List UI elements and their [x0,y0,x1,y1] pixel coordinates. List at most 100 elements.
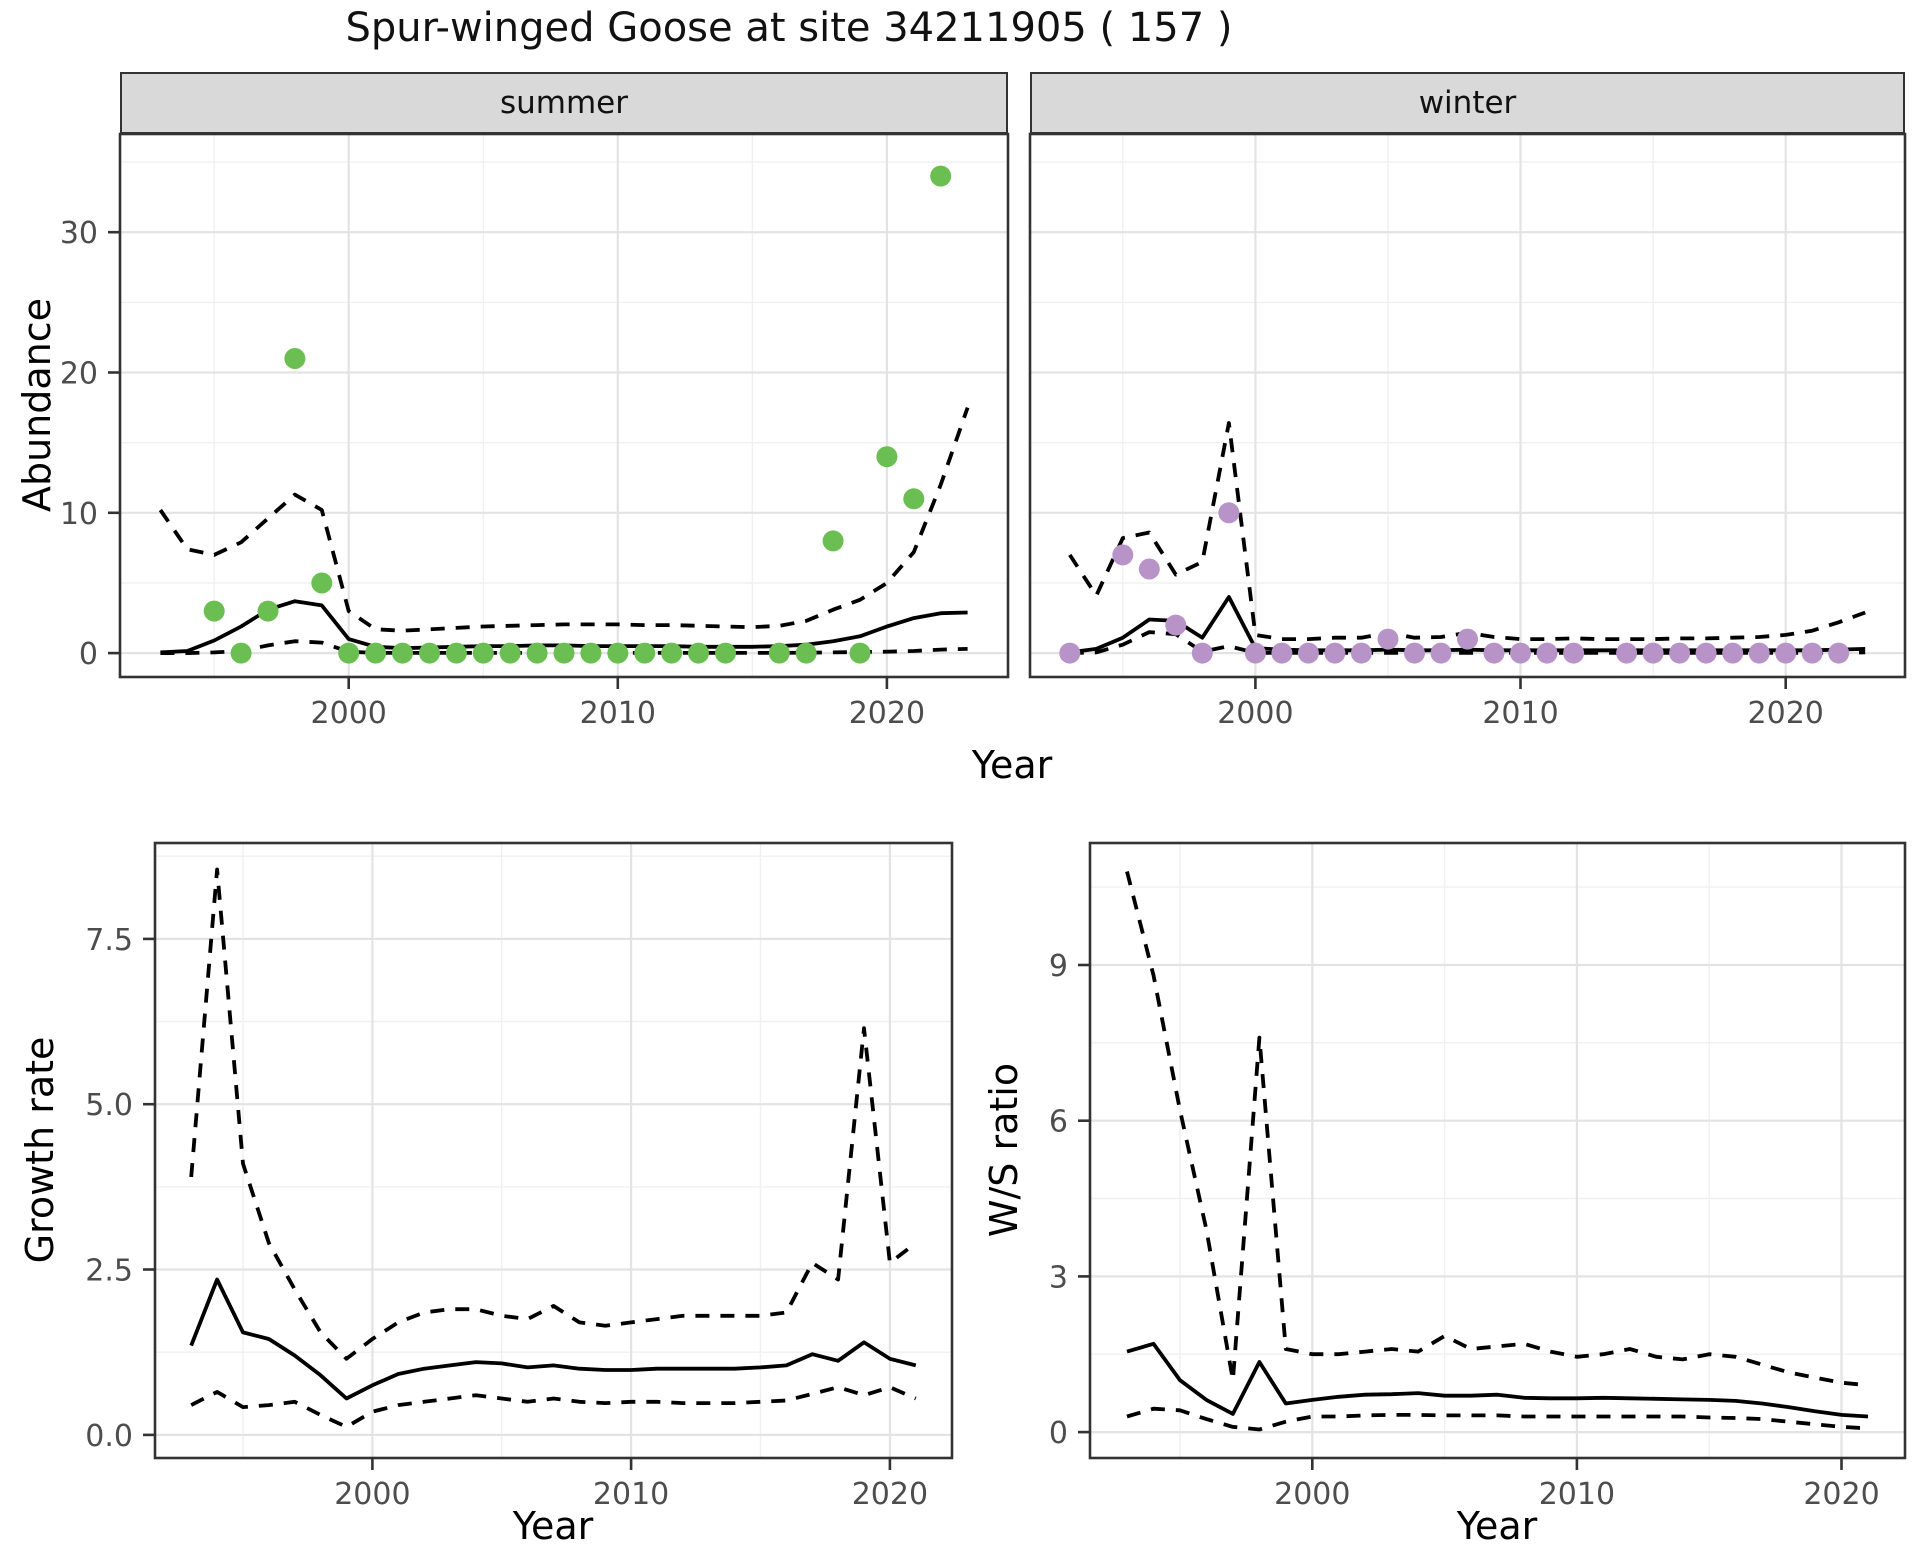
x-tick-label: 2010 [580,696,656,731]
observed_abundance-point [392,642,413,664]
observed_abundance-point [1669,642,1691,664]
observed_abundance-point [284,348,306,369]
observed_abundance-point [1510,642,1531,664]
x-tick-label: 2020 [849,696,925,731]
observed_abundance-point [1191,642,1213,664]
observed_abundance-point [553,642,575,664]
panel-border [1088,841,1907,1460]
facet-strip-summer: summer [120,72,1008,134]
y-tick-label: 6 [1049,1105,1068,1140]
observed_abundance-point [1616,642,1638,664]
observed_abundance-point [876,446,898,468]
observed_abundance-point [715,642,736,664]
x-tick-label: 2000 [311,696,387,731]
observed_abundance-point [1218,502,1240,524]
x-tick-label: 2010 [593,1477,669,1512]
facet-strip-winter: winter [1030,72,1905,134]
panel-border [118,132,1010,679]
observed_abundance-point [1165,614,1187,636]
observed_abundance-point [1642,642,1664,664]
observed_abundance-point [1483,642,1505,664]
facet-strip-winter-label: winter [1418,85,1517,121]
y-tick-label: 0 [1049,1416,1068,1451]
observed_abundance-point [526,642,548,664]
panel-border [1028,132,1907,679]
observed_abundance-point [1722,642,1744,664]
observed_abundance-point [930,165,952,187]
panel-background [120,134,1008,677]
observed_abundance-point [661,642,683,664]
y-tick-label: 0.0 [85,1419,133,1454]
x-tick-label: 2010 [1482,696,1558,731]
y-tick-label: 20 [60,357,98,392]
observed_abundance-point [311,572,333,594]
y-tick-label: 3 [1049,1260,1068,1295]
x-axis-title-year-top: Year [971,743,1053,787]
observed_abundance-point [1695,642,1717,664]
panel-summer: 2000 2010 2020 0 10 20 30 [60,132,1010,731]
observed_abundance-point [1059,642,1081,664]
observed_abundance-point [822,530,844,552]
y-tick-label: 0 [79,637,98,672]
observed_abundance-point [768,642,790,664]
x-tick-label: 2020 [852,1477,928,1512]
observed_abundance-point [499,642,521,664]
observed_abundance-point [1775,642,1797,664]
panel-ws_ratio: 2000 2010 2020 0 3 6 9 [1049,841,1907,1512]
lower_ci-line [1069,630,1866,655]
observed_abundance-point [338,642,360,664]
x-tick-label: 2020 [1803,1477,1879,1512]
observed_abundance-point [1748,642,1770,664]
panel-background [1030,134,1905,677]
observed_abundance-point [1801,642,1823,664]
panel-winter: 2000 2010 2020 [1028,132,1907,731]
observed_abundance-point [230,642,252,664]
observed_abundance-point [688,642,709,664]
x-tick-label: 2000 [1217,696,1293,731]
observed_abundance-point [1563,642,1585,664]
observed_abundance-point [419,642,440,664]
x-axis-title-year-growth: Year [512,1504,594,1548]
observed_abundance-point [1377,628,1399,650]
y-axis-title-abundance: Abundance [15,297,59,513]
lower_ci-line [190,1385,917,1429]
panel-border [153,841,954,1460]
observed_abundance-point [472,642,494,664]
observed_abundance-point [203,600,225,622]
y-tick-label: 30 [60,216,98,251]
observed_abundance-point [1404,642,1425,664]
x-tick-label: 2020 [1748,696,1824,731]
y-tick-label: 2.5 [85,1254,133,1289]
page-title: Spur-winged Goose at site 34211905 ( 157… [345,5,1233,51]
observed_abundance-point [903,488,925,510]
observed_abundance-point [1430,642,1452,664]
observed_abundance-point [795,642,817,664]
x-tick-label: 2000 [334,1477,410,1512]
observed_abundance-point [634,642,656,664]
x-tick-label: 2000 [1274,1477,1350,1512]
upper_ci-line [189,867,917,1361]
observed_abundance-point [1457,628,1478,650]
observed_abundance-point [1138,558,1160,580]
observed_abundance-point [1350,642,1372,664]
observed_abundance-point [580,642,602,664]
upper_ci-line [158,406,970,633]
panel-background [1090,843,1905,1458]
y-axis-title-growth-rate: Growth rate [18,1036,62,1264]
y-axis-title-ws-ratio: W/S ratio [982,1062,1026,1238]
observed_abundance-point [1536,642,1558,664]
median-line [1126,1341,1869,1419]
observed_abundance-point [849,642,871,664]
observed_abundance-point [1112,544,1134,566]
median-line [189,1277,917,1401]
x-tick-label: 2010 [1539,1477,1615,1512]
observed_abundance-point [365,642,387,664]
y-tick-label: 10 [60,497,98,532]
y-tick-label: 9 [1049,949,1068,984]
x-axis-title-year-ws: Year [1456,1504,1538,1548]
observed_abundance-point [1244,642,1266,664]
y-tick-label: 5.0 [85,1088,133,1123]
observed_abundance-point [1297,642,1319,664]
